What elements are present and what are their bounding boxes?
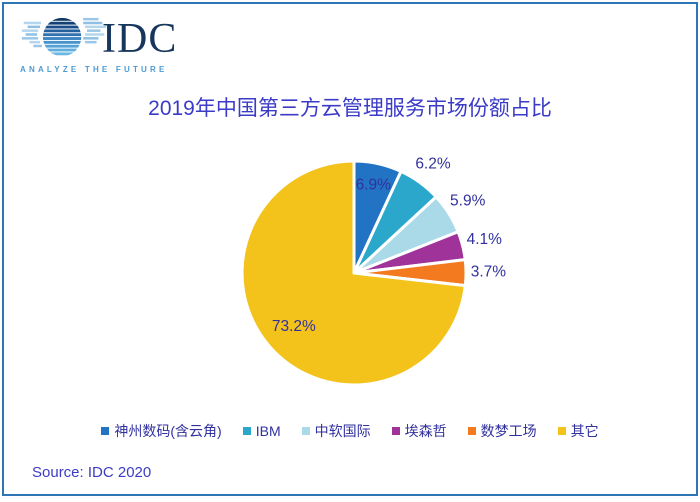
idc-globe-icon bbox=[21, 17, 107, 56]
legend-swatch-shenzhou bbox=[101, 427, 110, 435]
pie-percent-label-5: 73.2% bbox=[272, 318, 316, 335]
legend-label: 其它 bbox=[570, 423, 599, 439]
legend-swatch-chinasoft bbox=[301, 427, 310, 435]
legend-swatch-dtdream bbox=[467, 427, 476, 435]
legend-item-accenture: 埃森哲 bbox=[391, 421, 447, 441]
pie-percent-label-3: 4.1% bbox=[467, 231, 503, 248]
idc-logo: IDC ANALYZE THE FUTURE bbox=[20, 16, 210, 74]
globe-stripes bbox=[42, 17, 82, 56]
pie-chart: 6.9% 6.2% 5.9% 4.1% 3.7% 73.2% bbox=[240, 155, 507, 387]
globe-side-stripes bbox=[21, 17, 107, 48]
chart-title: 2019年中国第三方云管理服务市场份额占比 bbox=[148, 97, 552, 120]
pie-percent-label-4: 3.7% bbox=[471, 264, 507, 281]
legend-swatch-ibm bbox=[242, 427, 251, 435]
pie-percent-label-2: 5.9% bbox=[450, 192, 486, 209]
legend-label: 中软国际 bbox=[314, 423, 371, 439]
legend-label: IBM bbox=[255, 423, 281, 439]
legend-swatch-others bbox=[557, 427, 566, 435]
legend-item-others: 其它 bbox=[557, 421, 599, 441]
legend-label: 埃森哲 bbox=[404, 423, 447, 439]
legend-item-ibm: IBM bbox=[242, 423, 281, 439]
idc-logo-row: IDC bbox=[20, 16, 210, 62]
idc-logo-tagline: ANALYZE THE FUTURE bbox=[20, 65, 168, 74]
legend-item-dtdream: 数梦工场 bbox=[467, 421, 537, 441]
chart-frame: IDC ANALYZE THE FUTURE 2019年中国第三方云管理服务市场… bbox=[2, 2, 698, 496]
legend-label: 数梦工场 bbox=[480, 423, 537, 439]
legend-item-shenzhou: 神州数码(含云角) bbox=[101, 421, 222, 441]
legend-label: 神州数码(含云角) bbox=[114, 423, 222, 439]
pie-slice-5 bbox=[240, 159, 467, 387]
source-note: Source: IDC 2020 bbox=[32, 464, 152, 481]
idc-logo-text: IDC bbox=[102, 16, 178, 62]
pie-percent-label-0: 6.9% bbox=[356, 177, 392, 194]
legend-item-chinasoft: 中软国际 bbox=[301, 421, 371, 441]
pie-percent-label-1: 6.2% bbox=[415, 155, 451, 172]
legend-swatch-accenture bbox=[391, 427, 400, 435]
legend: 神州数码(含云角) IBM 中软国际 埃森哲 数梦工场 其它 bbox=[4, 421, 696, 441]
